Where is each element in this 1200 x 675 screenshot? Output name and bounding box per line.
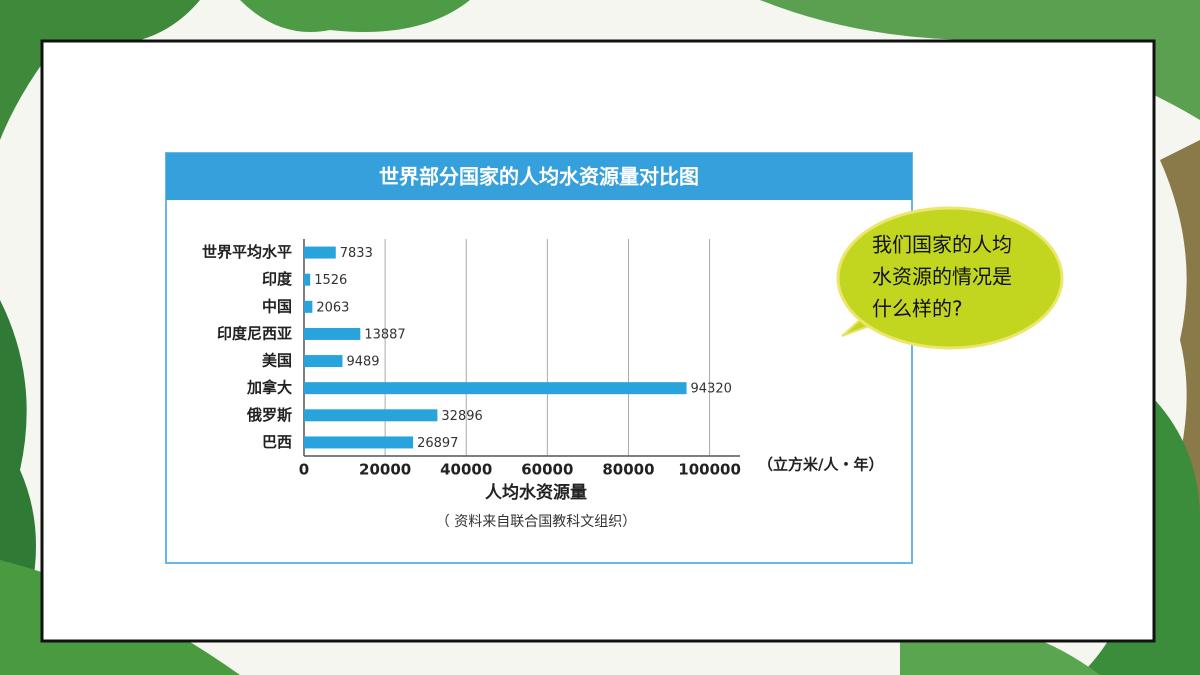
chart-title: 世界部分国家的人均水资源量对比图 <box>379 165 699 189</box>
callout: 我们国家的人均 水资源的情况是 什么样的? <box>836 206 1064 350</box>
bar <box>304 273 311 286</box>
y-tick-label: 印度 <box>262 270 293 288</box>
x-tick-label: 80000 <box>602 461 654 479</box>
x-tick-label: 20000 <box>359 461 411 479</box>
bar <box>304 409 438 422</box>
bar <box>304 382 687 395</box>
chart-panel <box>165 152 913 564</box>
x-axis-label: 人均水资源量 <box>485 482 587 503</box>
x-tick-label: 60000 <box>521 461 573 479</box>
y-tick-label: 中国 <box>262 297 292 315</box>
callout-text: 我们国家的人均 <box>872 233 1012 257</box>
value-label: 7833 <box>340 246 373 261</box>
x-tick-label: 100000 <box>678 461 741 479</box>
callout-text: 什么样的? <box>872 297 963 321</box>
value-label: 9489 <box>346 355 379 370</box>
value-label: 94320 <box>691 382 732 397</box>
y-tick-label: 俄罗斯 <box>246 406 292 424</box>
bar <box>304 327 361 340</box>
value-label: 26897 <box>417 436 458 451</box>
title-bar <box>166 153 912 200</box>
bar <box>304 436 414 449</box>
value-label: 32896 <box>441 409 482 424</box>
callout-text: 水资源的情况是 <box>872 265 1012 289</box>
y-tick-label: 巴西 <box>262 433 292 451</box>
y-tick-label: 美国 <box>262 352 292 370</box>
value-label: 1526 <box>314 273 347 288</box>
source-note: （ 资料来自联合国教科文组织） <box>436 514 636 530</box>
y-tick-label: 印度尼西亚 <box>217 324 292 342</box>
value-label: 13887 <box>364 327 405 342</box>
y-tick-label: 加拿大 <box>246 379 292 397</box>
x-tick-label: 0 <box>299 461 309 479</box>
bar <box>304 355 343 368</box>
unit-label: （立方米/人・年） <box>758 456 883 474</box>
bar <box>304 300 313 313</box>
y-tick-label: 世界平均水平 <box>202 243 292 261</box>
plot: 0 20000 40000 60000 80000 100000 世界平均水平 7833 印度 1… <box>202 239 741 479</box>
x-tick-label: 40000 <box>440 461 492 479</box>
value-label: 2063 <box>316 300 349 315</box>
bar <box>304 246 336 259</box>
